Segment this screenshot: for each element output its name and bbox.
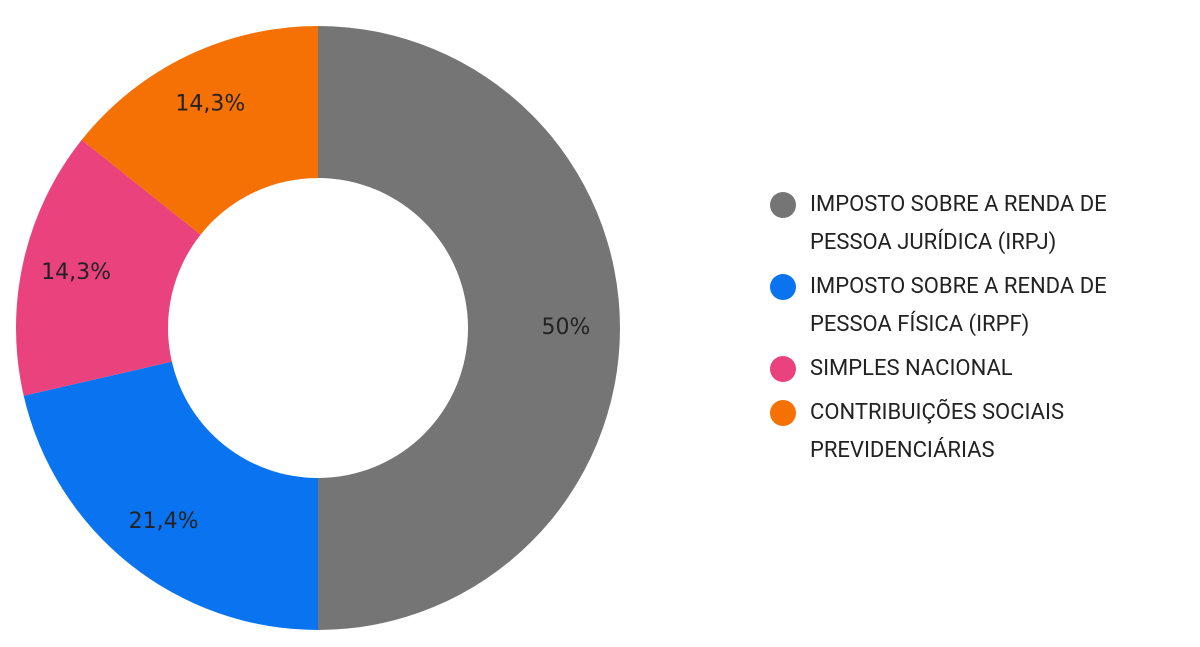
legend-item: IMPOSTO SOBRE A RENDA DE PESSOA FÍSICA (… [770,268,1190,344]
legend-swatch [770,400,796,426]
pie-slice [16,139,201,396]
legend-label: SIMPLES NACIONAL [810,356,1013,381]
legend-label: CONTRIBUIÇÕES SOCIAIS PREVIDENCIÁRIAS [810,400,1065,463]
legend-label: IMPOSTO SOBRE A RENDA DE PESSOA JURÍDICA… [810,192,1107,255]
legend: IMPOSTO SOBRE A RENDA DE PESSOA JURÍDICA… [770,186,1190,476]
pie-slice [318,26,620,630]
pie-slice [23,361,319,630]
legend-swatch [770,356,796,382]
legend-item: CONTRIBUIÇÕES SOCIAIS PREVIDENCIÁRIAS [770,394,1190,470]
legend-label: IMPOSTO SOBRE A RENDA DE PESSOA FÍSICA (… [810,274,1107,337]
data-label: 21,4% [129,509,199,534]
legend-swatch [770,274,796,300]
pie-slice [81,26,318,235]
legend-item: SIMPLES NACIONAL [770,350,1190,388]
data-label: 14,3% [41,260,111,285]
legend-swatch [770,192,796,218]
chart: 50% 21,4% 14,3% 14,3% [16,26,620,630]
data-label: 14,3% [175,92,245,117]
data-label: 50% [542,315,591,340]
legend-item: IMPOSTO SOBRE A RENDA DE PESSOA JURÍDICA… [770,186,1190,262]
